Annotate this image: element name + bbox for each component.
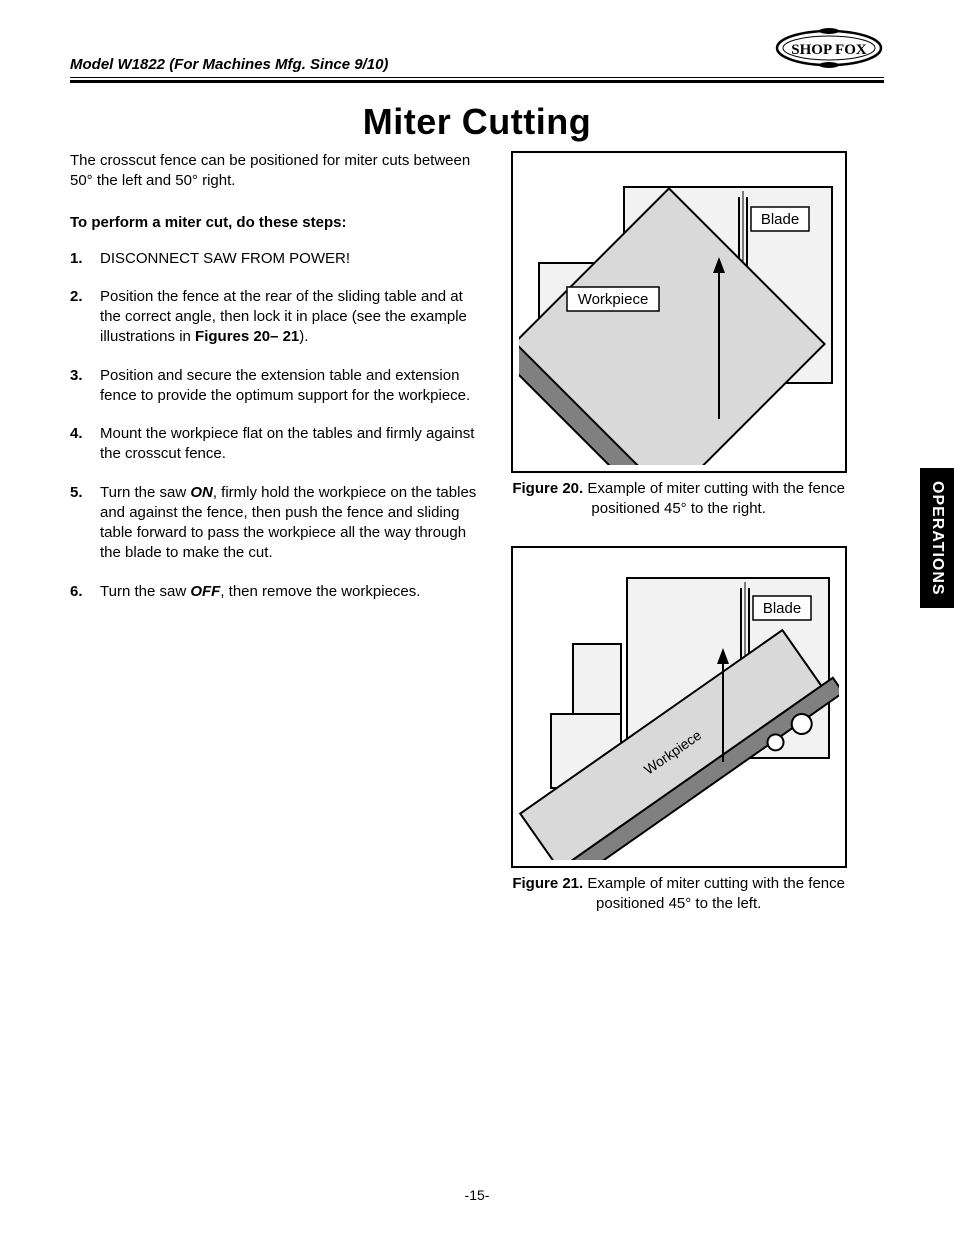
page-number: -15- xyxy=(0,1187,954,1203)
header-rule-thick xyxy=(70,80,884,83)
step-1: DISCONNECT SAW FROM POWER! xyxy=(70,249,483,269)
step-2: Position the fence at the rear of the sl… xyxy=(70,287,483,348)
figure-20-frame: Blade Workpiece xyxy=(511,151,847,473)
step-4: Mount the workpiece flat on the tables a… xyxy=(70,424,483,465)
figure-21-caption: Figure 21. Example of miter cutting with… xyxy=(511,874,847,913)
fig21-blade-label: Blade xyxy=(762,600,800,617)
brand-text: SHOP FOX xyxy=(791,42,867,58)
figure-21: Workpiece B xyxy=(511,546,884,913)
figure-21-frame: Workpiece B xyxy=(511,546,847,868)
steps-lead: To perform a miter cut, do these steps: xyxy=(70,214,483,231)
figure-20-diagram: Blade Workpiece xyxy=(519,159,839,465)
step-5: Turn the saw ON, firmly hold the workpie… xyxy=(70,483,483,564)
fig20-blade-label: Blade xyxy=(760,211,798,228)
steps-list: DISCONNECT SAW FROM POWER! Position the … xyxy=(70,249,483,602)
step-6: Turn the saw OFF, then remove the workpi… xyxy=(70,582,483,602)
section-tab-label: OPERATIONS xyxy=(928,481,946,596)
header-rule-thin xyxy=(70,77,884,78)
figure-20: Blade Workpiece Figure 20. Example of mi… xyxy=(511,151,884,518)
step-3: Position and secure the extension table … xyxy=(70,366,483,407)
intro-text: The crosscut fence can be positioned for… xyxy=(70,151,483,192)
model-header: Model W1822 (For Machines Mfg. Since 9/1… xyxy=(70,56,388,73)
brand-logo: SHOP FOX xyxy=(774,28,884,73)
figure-20-caption: Figure 20. Example of miter cutting with… xyxy=(511,479,847,518)
figure-21-diagram: Workpiece B xyxy=(519,554,839,860)
page-title: Miter Cutting xyxy=(70,101,884,143)
section-tab: OPERATIONS xyxy=(920,468,954,608)
fig20-workpiece-label: Workpiece xyxy=(577,291,648,308)
